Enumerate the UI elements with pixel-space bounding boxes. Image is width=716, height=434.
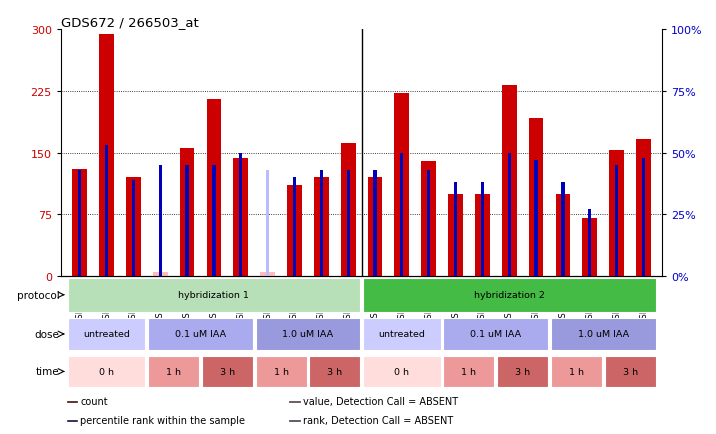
Bar <box>502 86 517 276</box>
Text: GDS672 / 266503_at: GDS672 / 266503_at <box>61 16 198 29</box>
Bar <box>341 143 356 276</box>
Bar <box>582 219 597 276</box>
Text: 0 h: 0 h <box>99 367 114 376</box>
Bar <box>256 356 306 387</box>
Text: 3 h: 3 h <box>515 367 531 376</box>
Bar <box>206 100 221 276</box>
Bar <box>289 420 300 421</box>
Bar <box>551 319 656 350</box>
Bar <box>374 171 377 276</box>
Bar <box>67 278 360 312</box>
Bar <box>320 171 323 276</box>
Bar <box>233 159 248 276</box>
Text: time: time <box>36 367 59 377</box>
Bar <box>421 161 436 276</box>
Bar <box>159 165 162 276</box>
Bar <box>293 178 296 276</box>
Bar <box>239 153 242 276</box>
Bar <box>363 278 656 312</box>
Bar <box>67 420 77 421</box>
Bar <box>454 183 458 276</box>
Text: 1 h: 1 h <box>166 367 181 376</box>
Text: 1 h: 1 h <box>569 367 584 376</box>
Text: 0.1 uM IAA: 0.1 uM IAA <box>470 330 521 339</box>
Bar <box>67 319 145 350</box>
Text: 0 h: 0 h <box>395 367 410 376</box>
Bar <box>99 34 114 276</box>
Bar <box>180 149 195 276</box>
Text: count: count <box>80 396 107 406</box>
Bar <box>615 165 618 276</box>
Text: hybridization 1: hybridization 1 <box>178 291 249 299</box>
Bar <box>589 210 591 276</box>
Bar <box>475 194 490 276</box>
Text: 1 h: 1 h <box>274 367 289 376</box>
Bar <box>61 276 662 434</box>
Bar <box>153 272 168 276</box>
Bar <box>126 178 141 276</box>
Text: 1.0 uM IAA: 1.0 uM IAA <box>282 330 334 339</box>
Bar <box>202 356 253 387</box>
Bar <box>72 170 87 276</box>
Bar <box>427 171 430 276</box>
Bar <box>148 319 253 350</box>
Bar <box>528 119 543 276</box>
Bar <box>642 158 645 276</box>
Bar <box>443 319 548 350</box>
Bar <box>256 319 360 350</box>
Bar <box>395 94 410 276</box>
Text: value, Detection Call = ABSENT: value, Detection Call = ABSENT <box>303 396 458 406</box>
Bar <box>367 178 382 276</box>
Bar <box>636 139 651 276</box>
Bar <box>363 356 441 387</box>
Text: percentile rank within the sample: percentile rank within the sample <box>80 415 245 425</box>
Bar <box>534 161 538 276</box>
Bar <box>185 165 189 276</box>
Text: 1 h: 1 h <box>462 367 476 376</box>
Bar <box>347 171 350 276</box>
Bar <box>604 356 656 387</box>
Bar <box>363 319 441 350</box>
Bar <box>481 183 484 276</box>
Text: dose: dose <box>34 329 59 339</box>
Bar <box>78 171 81 276</box>
Bar <box>314 178 329 276</box>
Bar <box>148 356 199 387</box>
Bar <box>400 153 404 276</box>
Bar <box>497 356 548 387</box>
Text: 1.0 uM IAA: 1.0 uM IAA <box>578 330 629 339</box>
Text: protocol: protocol <box>16 290 59 300</box>
Bar <box>212 165 216 276</box>
Bar <box>609 151 624 276</box>
Text: untreated: untreated <box>379 330 425 339</box>
Text: hybridization 2: hybridization 2 <box>474 291 545 299</box>
Bar <box>260 272 275 276</box>
Text: 0.1 uM IAA: 0.1 uM IAA <box>175 330 226 339</box>
Bar <box>266 171 269 276</box>
Text: 3 h: 3 h <box>220 367 235 376</box>
Bar <box>556 194 571 276</box>
Bar <box>448 194 463 276</box>
Text: rank, Detection Call = ABSENT: rank, Detection Call = ABSENT <box>303 415 453 425</box>
Bar <box>551 356 602 387</box>
Bar <box>309 356 360 387</box>
Bar <box>67 356 145 387</box>
Bar <box>105 146 108 276</box>
Bar <box>287 186 302 276</box>
Bar <box>561 183 564 276</box>
Bar <box>132 180 135 276</box>
Text: 3 h: 3 h <box>327 367 342 376</box>
Text: 3 h: 3 h <box>622 367 638 376</box>
Bar <box>508 153 511 276</box>
Bar <box>443 356 495 387</box>
Text: untreated: untreated <box>83 330 130 339</box>
